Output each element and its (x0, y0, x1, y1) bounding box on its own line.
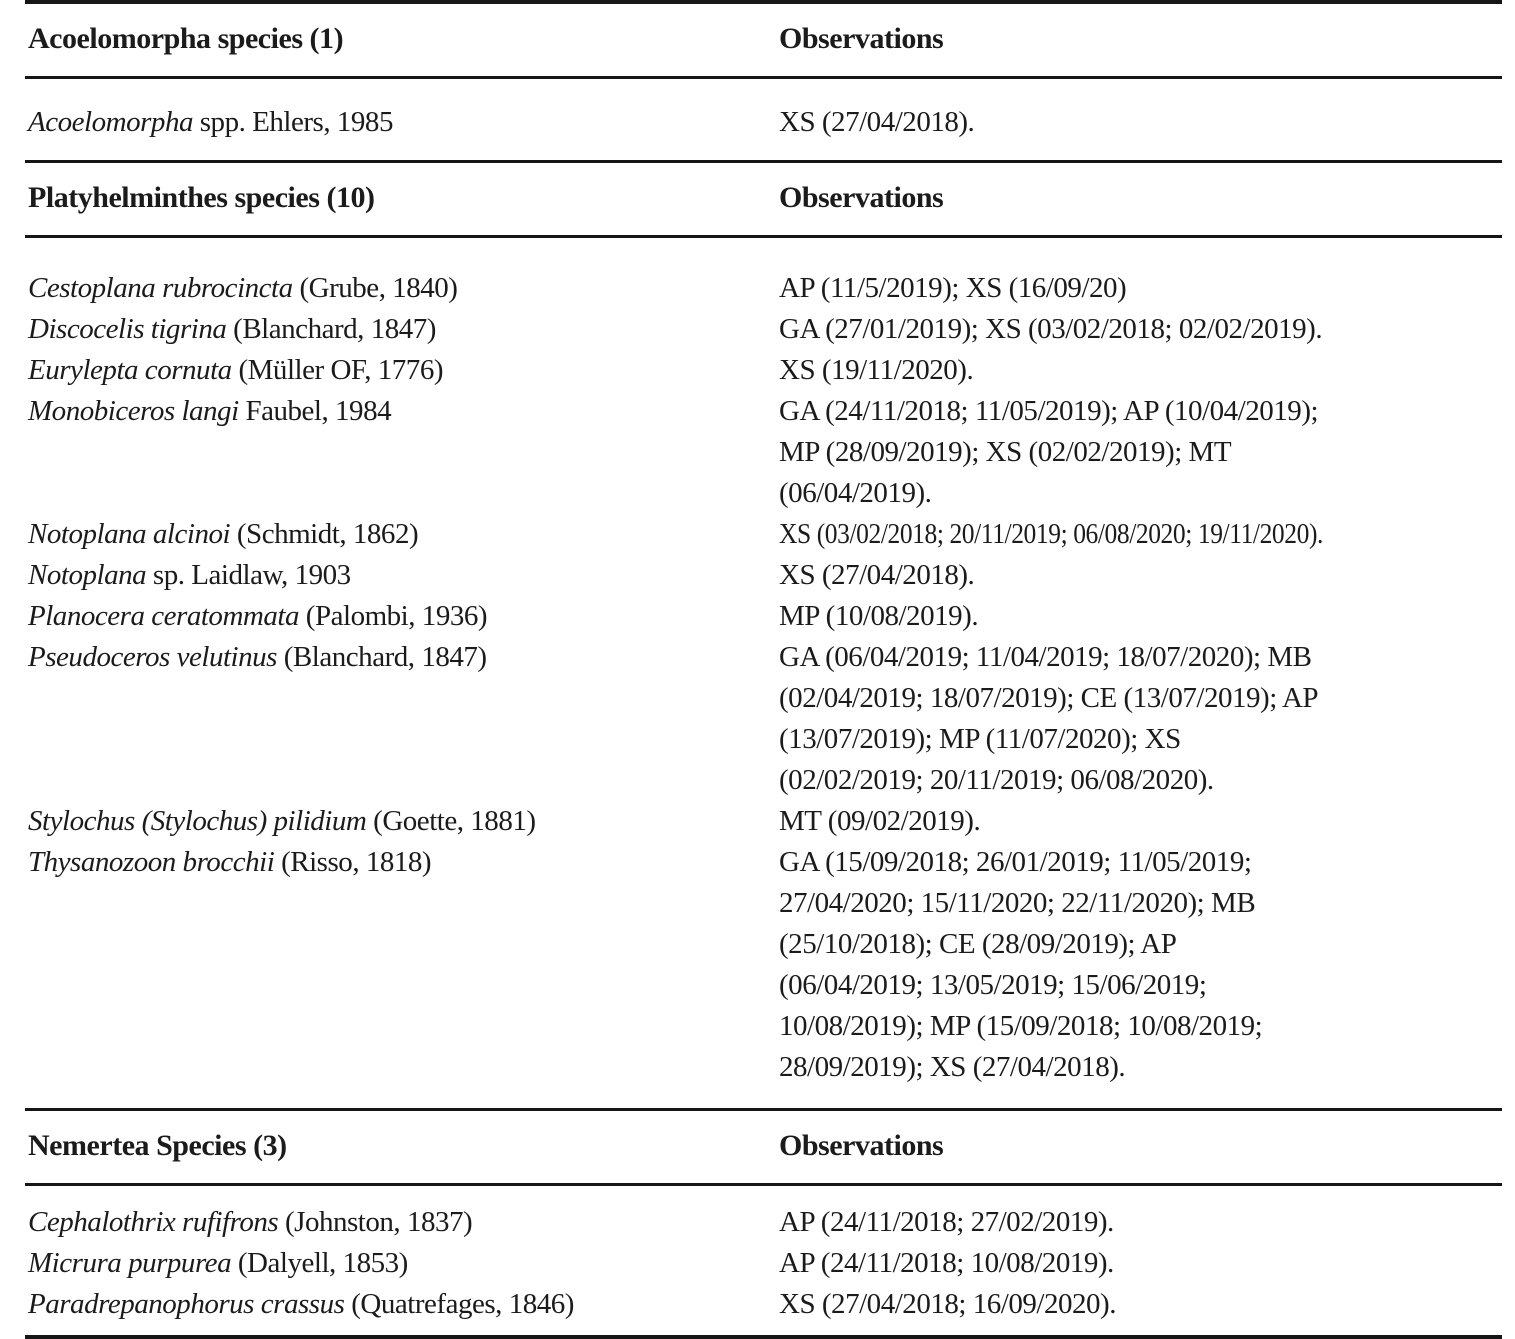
section-body: Cestoplana rubrocincta (Grube, 1840) AP … (25, 238, 1502, 1111)
species-name: Thysanozoon brocchii (28, 846, 275, 878)
species-name: Acoelomorpha (28, 106, 193, 138)
species-cell: Cephalothrix rufifrons (Johnston, 1837) (25, 1202, 779, 1243)
species-name: Notoplana (28, 559, 147, 591)
species-name: Cestoplana rubrocincta (28, 272, 293, 304)
table-row: Micrura purpurea (Dalyell, 1853) AP (24/… (25, 1243, 1502, 1284)
observations-cell: AP (11/5/2019); XS (16/09/20) (779, 272, 1127, 304)
species-name: Stylochus (Stylochus) pilidium (28, 805, 367, 837)
species-cell: Monobiceros langi Faubel, 1984 (25, 391, 779, 432)
table-row: Cephalothrix rufifrons (Johnston, 1837) … (25, 1202, 1502, 1243)
table-row: Discocelis tigrina (Blanchard, 1847) GA … (25, 309, 1502, 350)
species-authority: (Risso, 1818) (274, 846, 432, 878)
observations-cell: XS (27/04/2018). (779, 106, 975, 138)
table-row: Eurylepta cornuta (Müller OF, 1776) XS (… (25, 350, 1502, 391)
observations-header: Observations (779, 181, 944, 214)
observations-cell: GA (15/09/2018; 26/01/2019; 11/05/2019; … (779, 846, 1263, 1083)
table-row: Thysanozoon brocchii (Risso, 1818) GA (1… (25, 842, 1502, 1088)
species-cell: Cestoplana rubrocincta (Grube, 1840) (25, 268, 779, 309)
observations-cell: GA (24/11/2018; 11/05/2019); AP (10/04/2… (779, 395, 1319, 509)
observations-cell: XS (03/02/2018; 20/11/2019; 06/08/2020; … (779, 514, 1324, 555)
species-name: Cephalothrix rufifrons (28, 1206, 279, 1238)
species-cell: Thysanozoon brocchii (Risso, 1818) (25, 842, 779, 883)
section-title: Platyhelminthes species (10) (28, 181, 375, 214)
observations-cell: MT (09/02/2019). (779, 805, 981, 837)
species-authority: (Dalyell, 1853) (231, 1247, 408, 1279)
species-cell: Acoelomorpha spp. Ehlers, 1985 (25, 102, 779, 143)
section-header-row: Platyhelminthes species (10) Observation… (25, 163, 1502, 238)
observations-header: Observations (779, 1129, 944, 1162)
species-name: Discocelis tigrina (28, 313, 227, 345)
species-authority: (Palombi, 1936) (299, 600, 488, 632)
section-header-row: Nemertea Species (3) Observations (25, 1111, 1502, 1186)
species-authority: Faubel, 1984 (238, 395, 392, 427)
species-authority: (Grube, 1840) (292, 272, 458, 304)
table-row: Pseudoceros velutinus (Blanchard, 1847) … (25, 637, 1502, 801)
observations-cell: GA (27/01/2019); XS (03/02/2018; 02/02/2… (779, 313, 1323, 345)
species-authority: (Quatrefages, 1846) (344, 1288, 574, 1320)
species-authority: (Goette, 1881) (366, 805, 536, 837)
species-observations-table: Acoelomorpha species (1) Observations Ac… (25, 0, 1502, 1339)
species-authority: sp. Laidlaw, 1903 (146, 559, 351, 591)
species-cell: Stylochus (Stylochus) pilidium (Goette, … (25, 801, 779, 842)
section-title: Acoelomorpha species (1) (28, 22, 344, 55)
table-row: Notoplana alcinoi (Schmidt, 1862) XS (03… (25, 514, 1502, 555)
species-cell: Pseudoceros velutinus (Blanchard, 1847) (25, 637, 779, 678)
observations-cell: AP (24/11/2018; 27/02/2019). (779, 1206, 1114, 1238)
species-name: Micrura purpurea (28, 1247, 232, 1279)
species-authority: spp. Ehlers, 1985 (192, 106, 394, 138)
table-row: Monobiceros langi Faubel, 1984 GA (24/11… (25, 391, 1502, 514)
species-name: Pseudoceros velutinus (28, 641, 277, 673)
species-cell: Planocera ceratommata (Palombi, 1936) (25, 596, 779, 637)
section-body: Acoelomorpha spp. Ehlers, 1985 XS (27/04… (25, 79, 1502, 163)
species-authority: (Schmidt, 1862) (230, 518, 419, 550)
species-authority: (Johnston, 1837) (278, 1206, 473, 1238)
species-name: Eurylepta cornuta (28, 354, 232, 386)
table-row: Stylochus (Stylochus) pilidium (Goette, … (25, 801, 1502, 842)
observations-cell: XS (27/04/2018; 16/09/2020). (779, 1288, 1116, 1320)
species-cell: Eurylepta cornuta (Müller OF, 1776) (25, 350, 779, 391)
table-row: Cestoplana rubrocincta (Grube, 1840) AP … (25, 268, 1502, 309)
table-row: Planocera ceratommata (Palombi, 1936) MP… (25, 596, 1502, 637)
observations-text: XS (03/02/2018; 20/11/2019; 06/08/2020; … (779, 518, 1323, 550)
species-authority: (Blanchard, 1847) (226, 313, 436, 345)
observations-header: Observations (779, 22, 944, 55)
observations-cell: XS (27/04/2018). (779, 559, 975, 591)
observations-cell: GA (06/04/2019; 11/04/2019; 18/07/2020);… (779, 641, 1317, 796)
observations-cell: MP (10/08/2019). (779, 600, 979, 632)
species-cell: Discocelis tigrina (Blanchard, 1847) (25, 309, 779, 350)
section-header-row: Acoelomorpha species (1) Observations (25, 4, 1502, 79)
species-cell: Micrura purpurea (Dalyell, 1853) (25, 1243, 779, 1284)
table-row: Paradrepanophorus crassus (Quatrefages, … (25, 1284, 1502, 1325)
species-cell: Paradrepanophorus crassus (Quatrefages, … (25, 1284, 779, 1325)
species-name: Notoplana alcinoi (28, 518, 231, 550)
table-row: Acoelomorpha spp. Ehlers, 1985 XS (27/04… (25, 102, 1502, 143)
species-cell: Notoplana alcinoi (Schmidt, 1862) (25, 514, 779, 555)
observations-cell: XS (19/11/2020). (779, 354, 974, 386)
section-acoelomorpha: Acoelomorpha species (1) Observations Ac… (25, 4, 1502, 163)
section-title: Nemertea Species (3) (28, 1129, 287, 1162)
species-name: Paradrepanophorus crassus (28, 1288, 345, 1320)
species-name: Planocera ceratommata (28, 600, 299, 632)
observations-cell: AP (24/11/2018; 10/08/2019). (779, 1247, 1114, 1279)
section-body: Cephalothrix rufifrons (Johnston, 1837) … (25, 1186, 1502, 1335)
species-authority: (Blanchard, 1847) (276, 641, 487, 673)
section-nemertea: Nemertea Species (3) Observations Cephal… (25, 1111, 1502, 1335)
species-authority: (Müller OF, 1776) (231, 354, 444, 386)
section-platyhelminthes: Platyhelminthes species (10) Observation… (25, 163, 1502, 1111)
species-cell: Notoplana sp. Laidlaw, 1903 (25, 555, 779, 596)
species-name: Monobiceros langi (28, 395, 239, 427)
table-row: Notoplana sp. Laidlaw, 1903 XS (27/04/20… (25, 555, 1502, 596)
